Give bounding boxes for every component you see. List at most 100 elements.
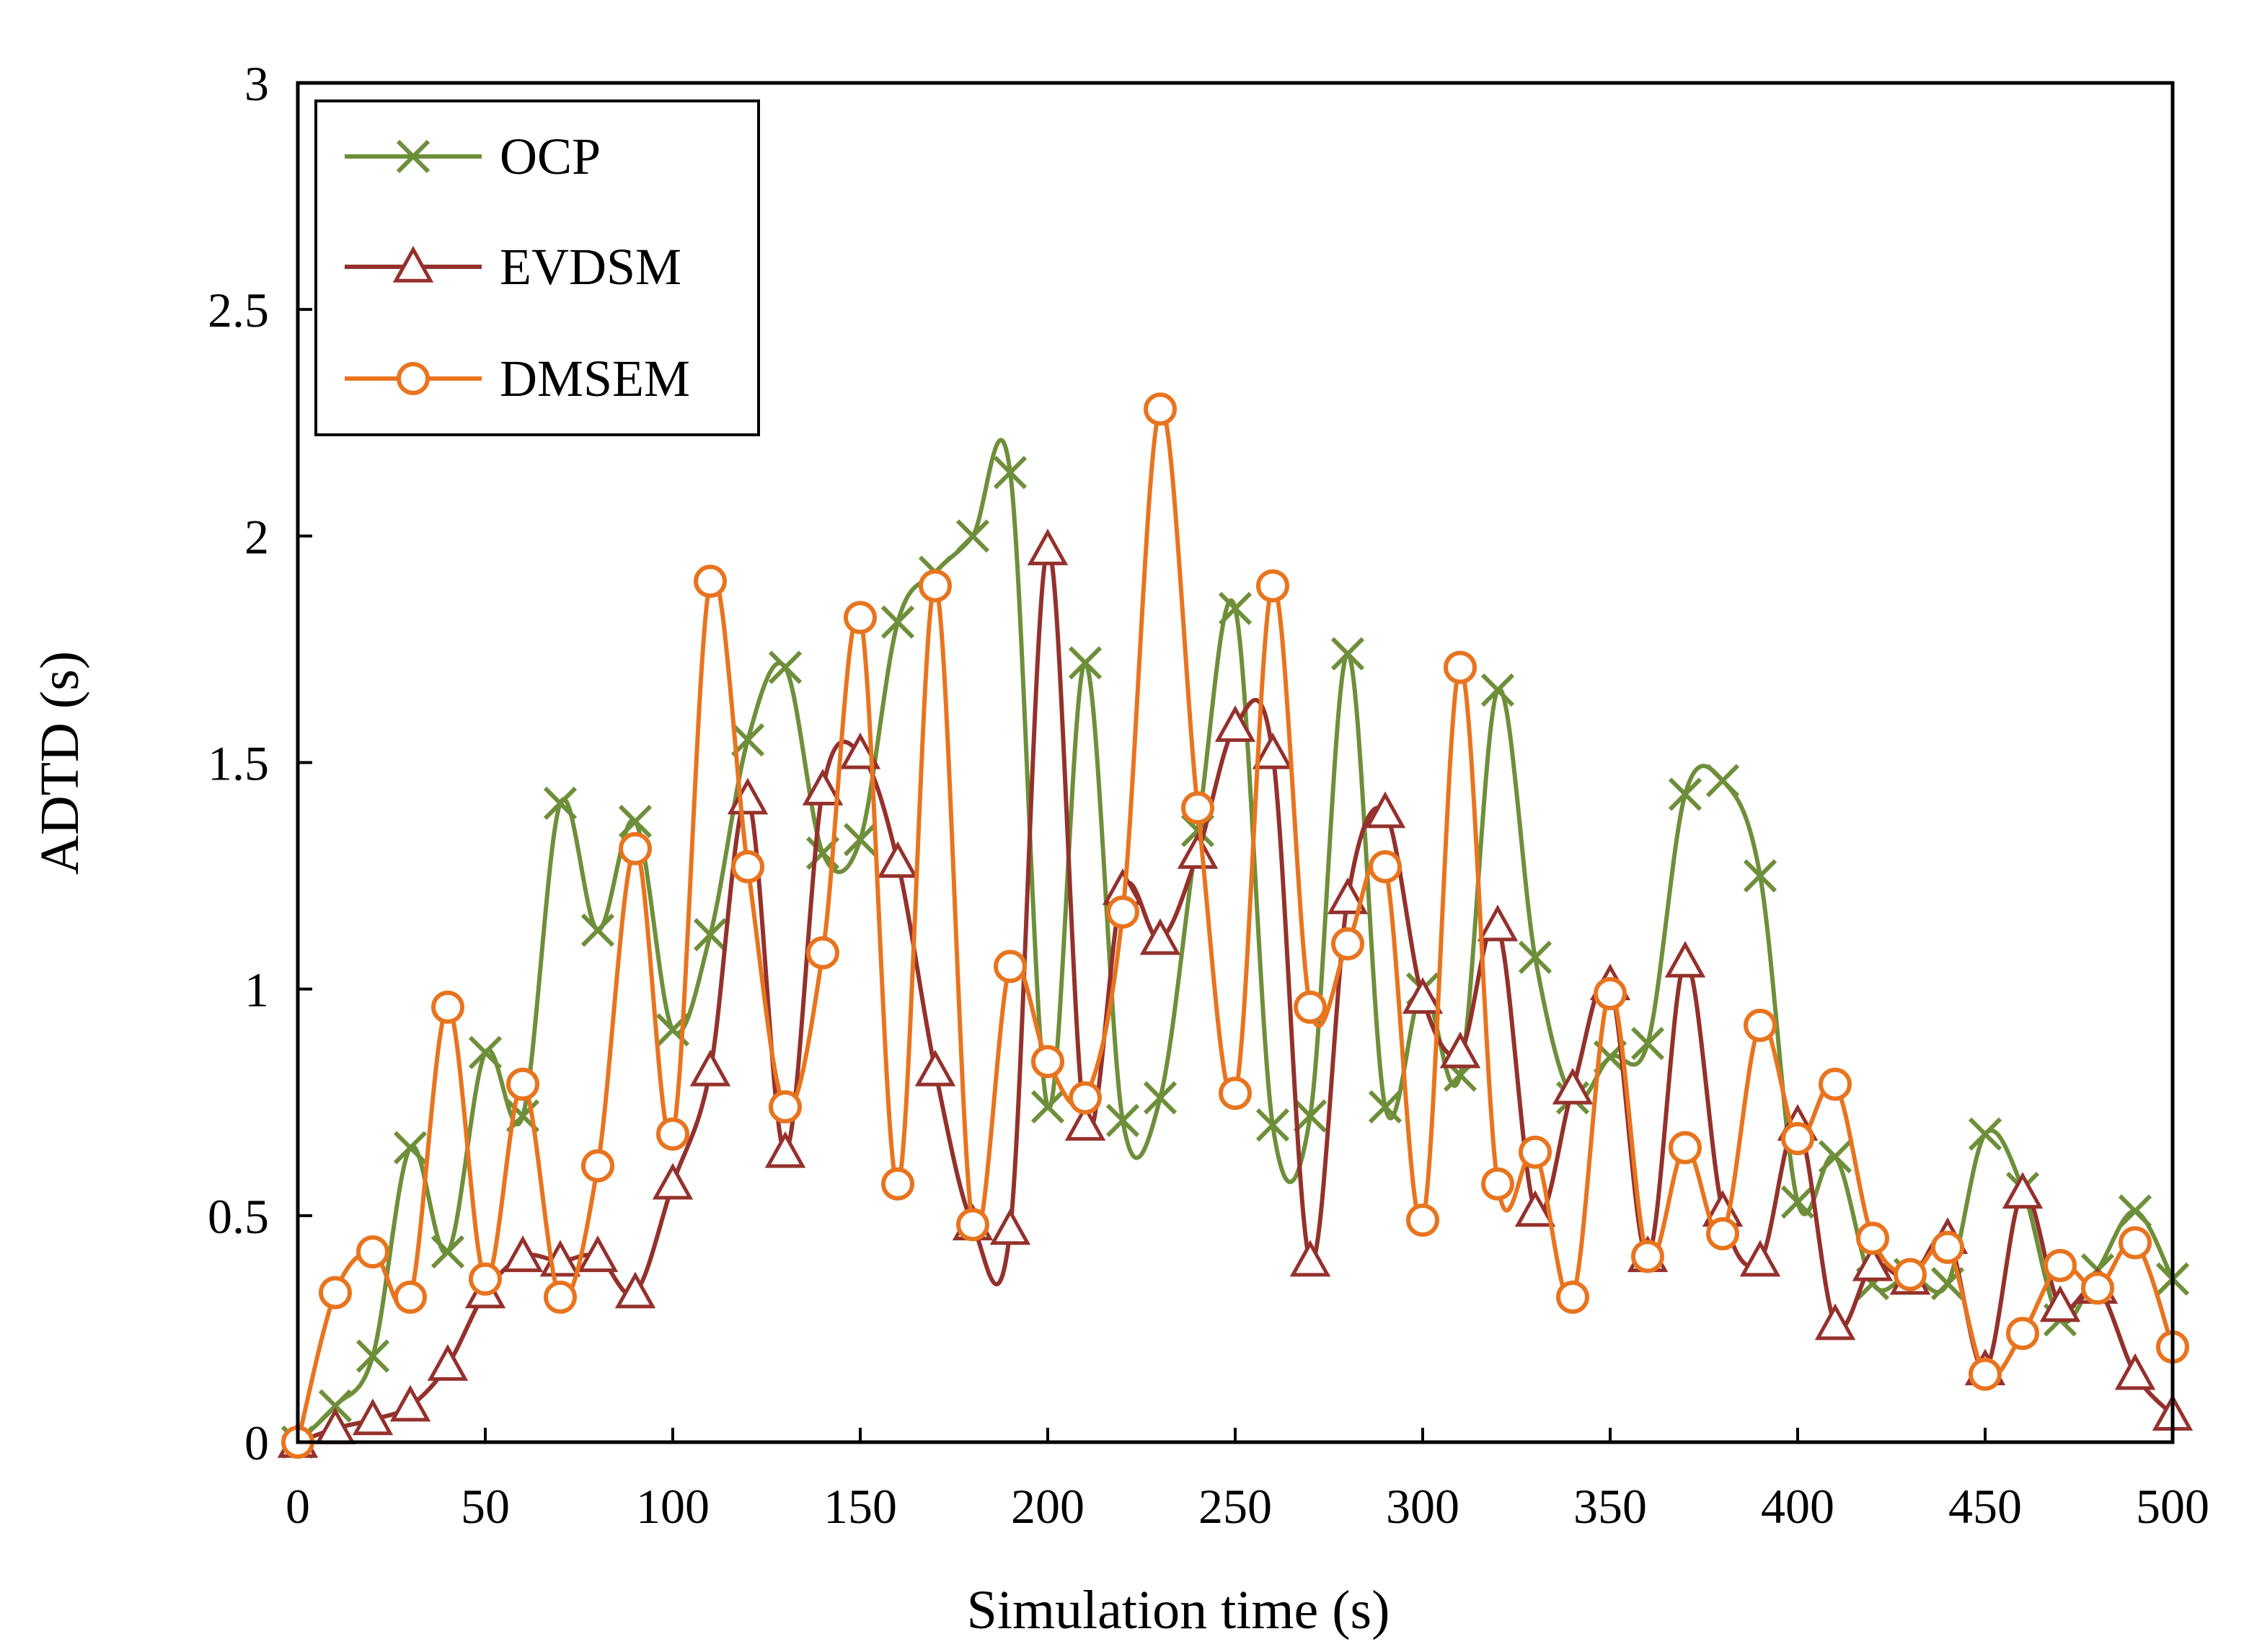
point-dmsem-43 [1894, 1258, 1927, 1291]
x-tick-label: 500 [2136, 1479, 2209, 1534]
point-dmsem-19 [994, 950, 1027, 984]
point-dmsem-30 [1406, 1203, 1439, 1237]
point-dmsem-2 [356, 1235, 389, 1269]
point-dmsem-48 [2081, 1271, 2114, 1305]
point-ocp-45 [1968, 1117, 2002, 1151]
point-dmsem-37 [1669, 1131, 1702, 1165]
point-evdsm-16 [877, 841, 919, 878]
point-dmsem-5 [469, 1262, 502, 1296]
point-evdsm-29 [1364, 791, 1406, 829]
point-evdsm-11 [689, 1049, 731, 1087]
point-evdsm-6 [502, 1235, 544, 1273]
legend: OCP EVDSM DMSEM [314, 100, 760, 436]
point-dmsem-6 [506, 1067, 539, 1101]
point-dmsem-10 [656, 1117, 689, 1151]
point-dmsem-12 [731, 850, 764, 884]
point-evdsm-33 [1514, 1190, 1556, 1227]
point-dmsem-9 [619, 831, 652, 865]
point-dmsem-4 [431, 990, 464, 1024]
x-tick-label: 400 [1761, 1479, 1834, 1534]
point-ocp-22 [1105, 1103, 1140, 1138]
point-ocp-32 [1480, 673, 1515, 707]
point-dmsem-18 [956, 1208, 989, 1242]
point-evdsm-21 [1064, 1104, 1106, 1141]
point-evdsm-32 [1477, 904, 1519, 942]
point-dmsem-8 [581, 1149, 614, 1183]
point-dmsem-39 [1744, 1008, 1777, 1042]
point-ocp-38 [1705, 764, 1740, 798]
point-dmsem-31 [1444, 650, 1477, 684]
x-tick-label: 100 [636, 1479, 710, 1534]
point-dmsem-33 [1519, 1135, 1552, 1169]
point-ocp-2 [355, 1339, 390, 1373]
point-evdsm-27 [1289, 1240, 1331, 1277]
y-tick-label: 2 [244, 509, 269, 564]
point-ocp-39 [1743, 859, 1777, 893]
point-ocp-8 [580, 913, 615, 948]
point-evdsm-2 [352, 1398, 394, 1436]
point-evdsm-37 [1664, 940, 1706, 978]
point-dmsem-40 [1781, 1122, 1814, 1156]
point-dmsem-13 [769, 1090, 802, 1124]
point-dmsem-24 [1181, 791, 1214, 825]
point-dmsem-35 [1594, 976, 1627, 1010]
point-dmsem-16 [881, 1167, 914, 1201]
point-evdsm-34 [1552, 1067, 1594, 1105]
point-ocp-9 [618, 805, 653, 839]
point-dmsem-36 [1631, 1240, 1664, 1273]
point-dmsem-28 [1331, 927, 1364, 960]
point-dmsem-7 [544, 1280, 577, 1314]
legend-label-evdsm: EVDSM [500, 238, 681, 296]
y-tick-label: 2.5 [208, 283, 269, 337]
point-ocp-1 [318, 1389, 353, 1423]
point-evdsm-41 [1814, 1303, 1856, 1340]
x-tick-label: 200 [1011, 1479, 1085, 1534]
ticks-layer: 0 50 100 150 200 250 300 350 400 450 500 0 0.5 1 1.5 2 2… [208, 56, 2209, 1534]
point-ocp-29 [1368, 1090, 1402, 1124]
point-dmsem-46 [2006, 1317, 2039, 1351]
point-evdsm-42 [1852, 1244, 1894, 1281]
point-evdsm-49 [2114, 1353, 2156, 1390]
point-ocp-26 [1255, 1108, 1290, 1142]
point-evdsm-15 [839, 732, 881, 769]
point-evdsm-47 [2039, 1285, 2081, 1322]
point-evdsm-19 [989, 1208, 1031, 1245]
legend-marker-dmsem [397, 362, 430, 395]
x-tick-label: 150 [823, 1479, 897, 1534]
legend-item-evdsm: EVDSM [345, 238, 681, 296]
point-dmsem-29 [1369, 850, 1402, 884]
point-dmsem-21 [1069, 1081, 1102, 1115]
y-tick-label: 0 [244, 1415, 269, 1470]
point-dmsem-45 [1969, 1357, 2002, 1391]
series-layer [277, 392, 2194, 1459]
point-evdsm-31 [1439, 1031, 1481, 1069]
point-ocp-37 [1668, 777, 1702, 811]
point-evdsm-10 [652, 1162, 694, 1200]
point-evdsm-9 [614, 1271, 656, 1309]
point-dmsem-20 [1031, 1045, 1064, 1079]
y-tick-label: 3 [244, 56, 269, 111]
point-evdsm-20 [1027, 529, 1069, 565]
point-ocp-3 [393, 1131, 428, 1165]
point-evdsm-17 [914, 1049, 956, 1087]
point-dmsem-47 [2044, 1248, 2077, 1282]
point-ocp-49 [2118, 1194, 2152, 1228]
point-dmsem-3 [394, 1280, 427, 1314]
legend-item-ocp: OCP [345, 128, 601, 185]
point-ocp-40 [1780, 1185, 1815, 1219]
series-evdsm [277, 529, 2194, 1458]
point-ocp-19 [993, 456, 1028, 490]
point-ocp-7 [543, 786, 578, 821]
point-evdsm-46 [2002, 1172, 2044, 1209]
point-ocp-41 [1818, 1140, 1852, 1174]
point-ocp-13 [768, 650, 803, 684]
point-dmsem-44 [1931, 1230, 1964, 1264]
legend-item-dmsem: DMSEM [345, 350, 690, 407]
point-evdsm-13 [764, 1131, 806, 1168]
point-dmsem-32 [1481, 1167, 1514, 1201]
point-dmsem-26 [1256, 569, 1289, 603]
point-ocp-21 [1068, 646, 1103, 680]
x-tick-label: 250 [1198, 1479, 1272, 1534]
point-dmsem-15 [844, 601, 877, 635]
